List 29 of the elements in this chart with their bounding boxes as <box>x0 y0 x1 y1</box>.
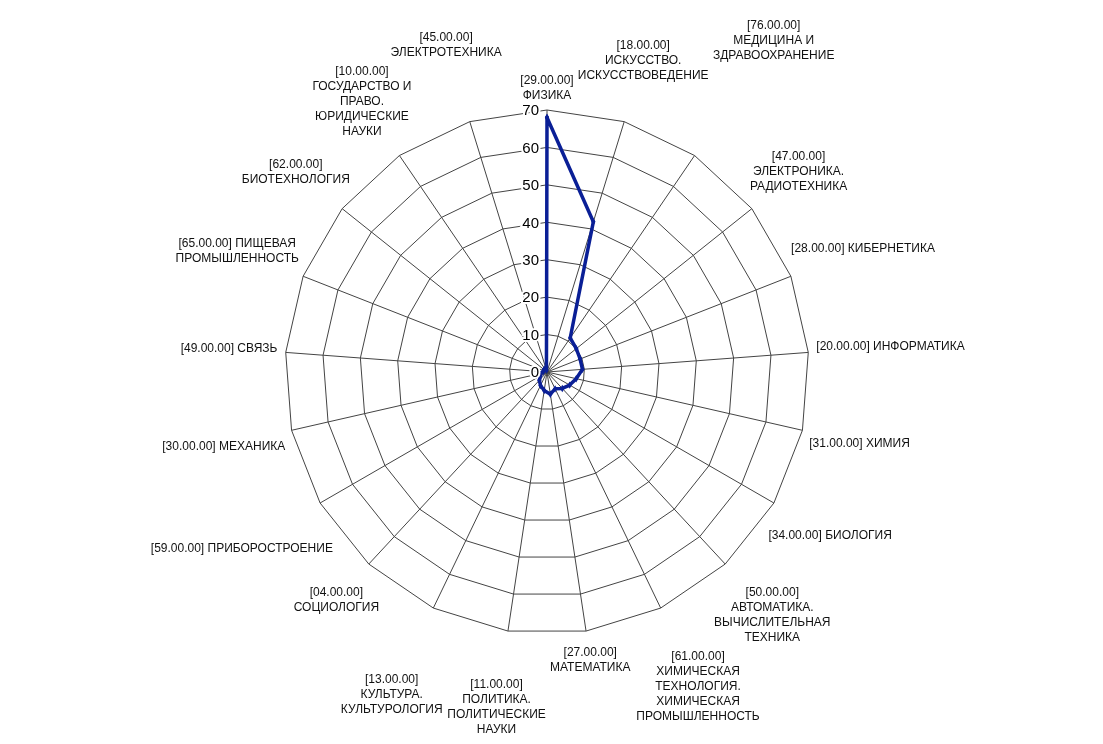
y-tick-label: 60 <box>522 138 539 156</box>
spoke-label: [10.00.00] ГОСУДАРСТВО И ПРАВО. ЮРИДИЧЕСКИЕ НАУКИ <box>312 63 412 138</box>
y-tick-label: 0 <box>530 363 539 381</box>
spoke-label: [20.00.00] ИНФОРМАТИКА <box>816 339 965 354</box>
spoke-label: [34.00.00] БИОЛОГИЯ <box>768 528 892 543</box>
spoke-label: [61.00.00] ХИМИЧЕСКАЯ ТЕХНОЛОГИЯ. ХИМИЧЕСКАЯ ПРОМЫШЛЕННОСТЬ <box>636 648 760 723</box>
y-tick-label: 50 <box>522 176 539 194</box>
spoke-label: [62.00.00] БИОТЕХНОЛОГИЯ <box>241 157 350 187</box>
y-tick-label: 10 <box>522 325 539 343</box>
y-tick-label: 40 <box>522 213 539 231</box>
spoke-label: [65.00.00] ПИЩЕВАЯ ПРОМЫШЛЕННОСТЬ <box>175 235 300 265</box>
spoke-label: [47.00.00] ЭЛЕКТРОНИКА. РАДИОТЕХНИКА <box>749 149 848 194</box>
spoke-label: [29.00.00] ФИЗИКА <box>520 73 574 102</box>
spoke-label: [11.00.00] ПОЛИТИКА. ПОЛИТИЧЕСКИЕ НАУКИ <box>447 677 546 737</box>
spoke-label: [50.00.00] АВТОМАТИКА. ВЫЧИСЛИТЕЛЬНАЯ ТЕХНИКА <box>714 585 831 645</box>
y-tick-label: 20 <box>522 288 539 306</box>
spoke-label: [27.00.00] МАТЕМАТИКА <box>550 644 631 674</box>
spoke-label: [30.00.00] МЕХАНИКА <box>162 438 286 453</box>
spoke-label: [31.00.00] ХИМИЯ <box>809 436 910 451</box>
spoke-label: [45.00.00] ЭЛЕКТРОТЕХНИКА <box>390 30 502 60</box>
spoke-label: [28.00.00] КИБЕРНЕТИКА <box>791 240 935 255</box>
spoke-label: [04.00.00] СОЦИОЛОГИЯ <box>293 584 380 614</box>
y-tick-label: 70 <box>522 101 539 119</box>
spoke-label: [49.00.00] СВЯЗЬ <box>180 341 278 356</box>
y-tick-label: 30 <box>522 250 539 268</box>
spoke-label: [13.00.00] КУЛЬТУРА. КУЛЬТУРОЛОГИЯ <box>340 672 443 717</box>
spoke-label: [76.00.00] МЕДИЦИНА И ЗДРАВООХРАНЕНИЕ <box>712 17 835 62</box>
spoke-label: [59.00.00] ПРИБОРОСТРОЕНИЕ <box>150 541 333 556</box>
spoke-label: [18.00.00] ИСКУССТВО. ИСКУССТВОВЕДЕНИЕ <box>577 38 709 83</box>
